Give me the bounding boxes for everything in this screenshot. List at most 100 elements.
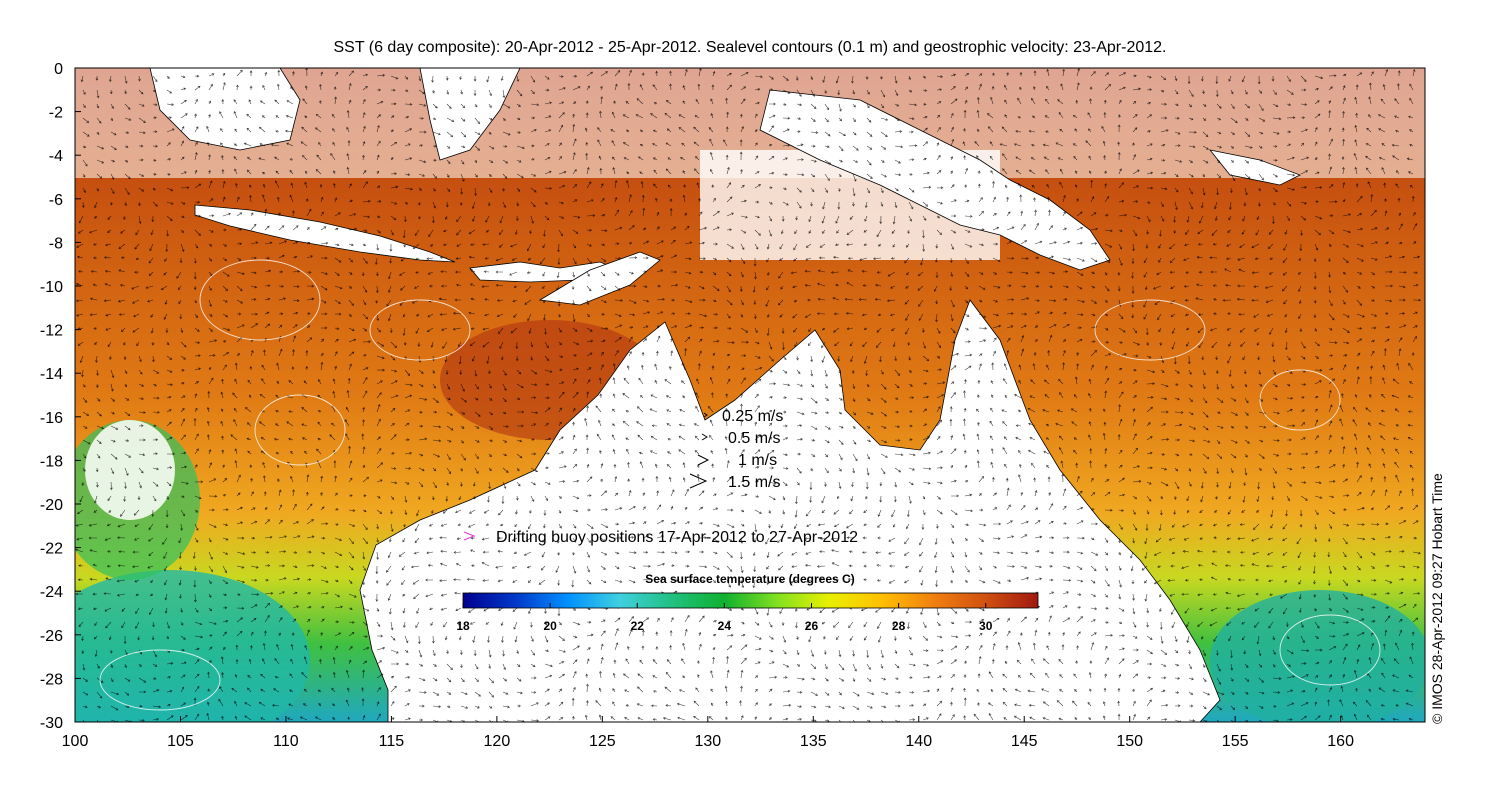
- velocity-arrow: [859, 257, 868, 261]
- velocity-arrow: [286, 421, 294, 427]
- velocity-arrow: [1202, 131, 1209, 138]
- velocity-arrow: [684, 271, 692, 275]
- velocity-arrow: [1300, 186, 1307, 189]
- velocity-arrow: [1118, 229, 1123, 232]
- velocity-arrow: [1300, 396, 1305, 399]
- velocity-arrow: [1029, 395, 1036, 399]
- velocity-arrow: [739, 285, 743, 292]
- velocity-arrow: [148, 271, 154, 277]
- velocity-arrow: [1271, 215, 1275, 225]
- velocity-arrow: [1239, 327, 1246, 333]
- velocity-arrow: [1228, 215, 1232, 221]
- velocity-arrow: [558, 341, 563, 346]
- velocity-arrow: [334, 285, 343, 290]
- velocity-arrow: [306, 337, 313, 343]
- velocity-arrow: [1146, 75, 1152, 79]
- velocity-arrow: [964, 365, 972, 371]
- velocity-arrow: [441, 327, 448, 331]
- velocity-arrow: [890, 256, 896, 260]
- velocity-arrow: [1342, 341, 1350, 345]
- velocity-arrow: [376, 229, 381, 234]
- velocity-arrow: [1241, 75, 1246, 83]
- velocity-arrow: [989, 141, 994, 147]
- velocity-arrow: [527, 313, 532, 322]
- velocity-arrow: [288, 410, 294, 414]
- velocity-arrow: [585, 100, 589, 105]
- velocity-arrow: [1244, 173, 1251, 179]
- velocity-arrow: [138, 215, 142, 224]
- velocity-arrow: [152, 116, 157, 120]
- velocity-arrow: [866, 411, 874, 415]
- velocity-arrow: [656, 284, 661, 288]
- velocity-arrow: [935, 257, 938, 263]
- velocity-arrow: [991, 394, 994, 399]
- velocity-arrow: [838, 159, 843, 163]
- velocity-arrow: [222, 299, 228, 303]
- velocity-arrow: [124, 411, 131, 417]
- velocity-arrow: [1258, 173, 1264, 181]
- velocity-arrow: [1342, 299, 1346, 305]
- velocity-arrow: [1102, 140, 1106, 147]
- velocity-arrow: [804, 284, 812, 287]
- velocity-arrow: [460, 383, 465, 392]
- colorbar-tick-label: 24: [718, 619, 732, 633]
- velocity-arrow: [1408, 115, 1414, 119]
- velocity-arrow: [250, 350, 254, 357]
- velocity-arrow: [935, 243, 939, 249]
- velocity-arrow: [96, 397, 101, 402]
- velocity-arrow: [1300, 341, 1306, 349]
- velocity-arrow: [456, 229, 462, 236]
- velocity-arrow: [333, 183, 336, 189]
- velocity-arrow: [90, 270, 98, 273]
- velocity-arrow: [166, 383, 173, 386]
- velocity-arrow: [208, 339, 218, 343]
- velocity-arrow: [810, 131, 819, 134]
- velocity-arrow: [1356, 352, 1361, 357]
- velocity-arrow: [1384, 241, 1389, 245]
- velocity-arrow: [558, 327, 562, 333]
- velocity-arrow: [1104, 72, 1110, 77]
- velocity-arrow: [1171, 327, 1176, 334]
- velocity-arrow: [1196, 283, 1204, 287]
- velocity-arrow: [635, 114, 644, 119]
- velocity-arrow: [1378, 128, 1386, 133]
- velocity-arrow: [110, 145, 117, 151]
- velocity-arrow: [138, 103, 145, 107]
- velocity-arrow: [768, 201, 773, 205]
- velocity-arrow: [442, 341, 448, 349]
- velocity-arrow: [292, 324, 298, 329]
- velocity-arrow: [1118, 391, 1124, 399]
- velocity-arrow: [780, 229, 784, 235]
- velocity-arrow: [950, 73, 957, 77]
- velocity-arrow: [778, 299, 784, 306]
- velocity-arrow: [432, 117, 437, 120]
- velocity-arrow: [754, 129, 758, 133]
- velocity-arrow: [1286, 215, 1290, 222]
- velocity-arrow: [600, 339, 606, 343]
- velocity-arrow: [516, 187, 521, 192]
- velocity-arrow: [1268, 229, 1274, 235]
- velocity-arrow: [89, 297, 98, 301]
- velocity-arrow: [456, 283, 462, 287]
- velocity-arrow: [530, 423, 537, 427]
- velocity-arrow: [922, 115, 928, 119]
- velocity-arrow: [1076, 299, 1085, 303]
- velocity-arrow: [992, 350, 996, 357]
- velocity-arrow: [697, 363, 701, 371]
- velocity-arrow: [817, 282, 826, 287]
- velocity-arrow: [963, 390, 966, 399]
- velocity-arrow: [866, 383, 870, 388]
- velocity-arrow: [793, 327, 798, 333]
- velocity-arrow: [796, 117, 802, 120]
- velocity-arrow: [1075, 170, 1078, 175]
- velocity-arrow: [488, 117, 493, 121]
- velocity-arrow: [348, 213, 357, 217]
- velocity-arrow: [516, 117, 521, 120]
- velocity-arrow: [782, 144, 791, 147]
- velocity-arrow: [866, 397, 871, 402]
- velocity-arrow: [625, 101, 630, 105]
- velocity-arrow: [694, 168, 700, 175]
- velocity-arrow: [348, 299, 354, 306]
- velocity-arrow: [259, 100, 266, 105]
- velocity-arrow: [318, 379, 322, 385]
